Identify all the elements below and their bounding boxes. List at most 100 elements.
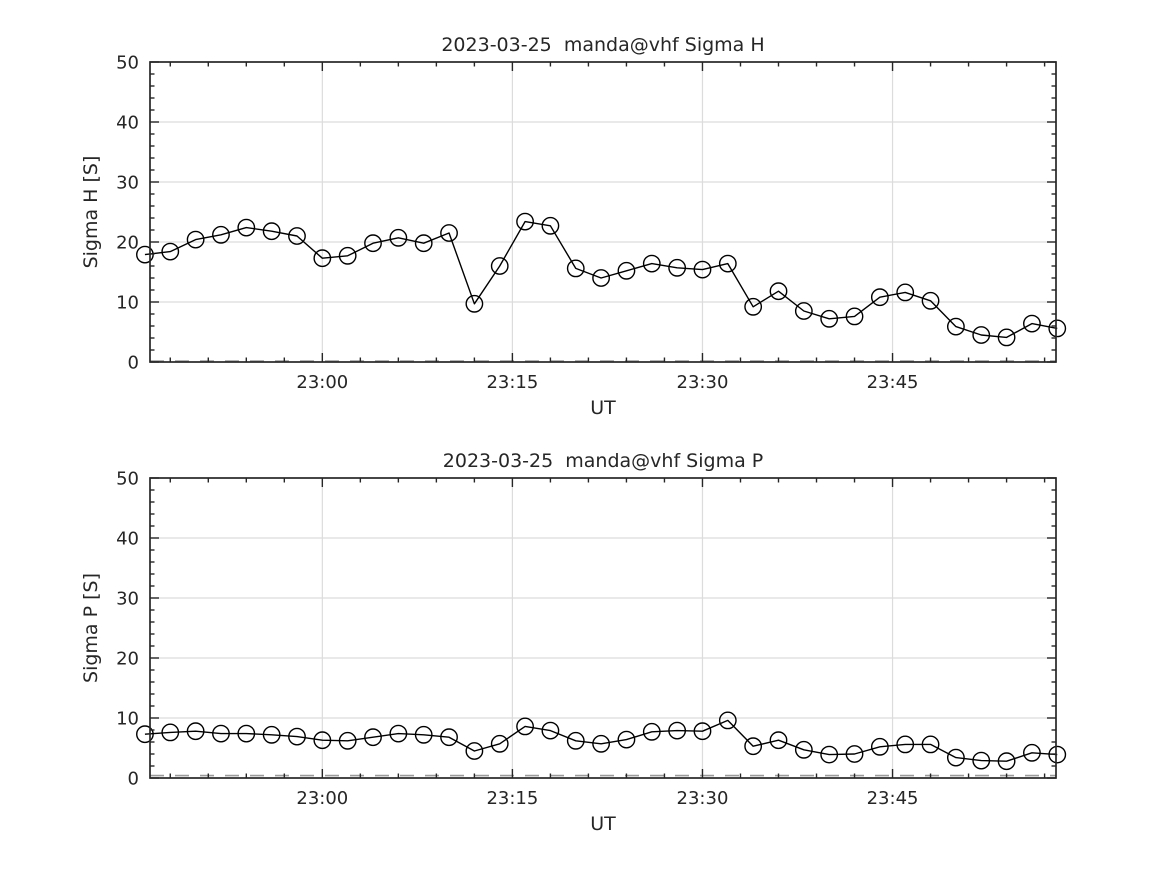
- data-point-marker: [465, 294, 484, 313]
- y-tick-label: 20: [116, 649, 139, 670]
- sigma-h-xlabel: UT: [590, 397, 616, 419]
- data-point-marker: [997, 328, 1016, 347]
- data-point-marker: [440, 224, 458, 242]
- sigma-h-plot-area: 23:00 23:15 23:30 23:45 0 10 20 30 40 50: [116, 53, 1067, 393]
- x-tick-label: 23:30: [677, 788, 729, 809]
- data-point-marker: [389, 228, 408, 247]
- data-point-marker: [946, 748, 965, 767]
- data-point-marker: [972, 326, 991, 344]
- data-point-marker: [338, 731, 357, 750]
- y-tick-label: 30: [116, 589, 139, 610]
- data-point-marker: [288, 727, 306, 746]
- sigma-p-ylabel: Sigma P [S]: [80, 573, 102, 683]
- y-tick-label: 40: [116, 113, 139, 134]
- data-point-marker: [262, 725, 281, 744]
- data-point-marker: [414, 725, 433, 744]
- data-point-marker: [921, 735, 940, 754]
- data-point-marker: [288, 227, 306, 245]
- data-point-marker: [516, 717, 534, 736]
- data-point-marker: [668, 258, 687, 277]
- data-point-marker: [237, 724, 256, 743]
- sigma-p-title: 2023-03-25 manda@vhf Sigma P: [443, 450, 763, 472]
- data-point-marker: [617, 730, 636, 749]
- data-point-marker: [541, 721, 560, 740]
- data-point-marker: [794, 302, 813, 320]
- data-point-marker: [642, 722, 661, 741]
- data-point-marker: [414, 234, 433, 253]
- data-point-marker: [592, 734, 610, 753]
- data-point-marker: [1048, 745, 1067, 764]
- data-point-marker: [1023, 743, 1041, 762]
- x-tick-label: 23:45: [867, 788, 919, 809]
- sigma-h-ylabel: Sigma H [S]: [80, 156, 102, 269]
- data-point-marker: [364, 234, 382, 253]
- data-point-marker: [820, 309, 839, 328]
- data-point-marker: [490, 734, 509, 753]
- data-point-marker: [769, 282, 788, 301]
- data-point-marker: [1023, 314, 1041, 333]
- sigma-h-title: 2023-03-25 manda@vhf Sigma H: [441, 34, 764, 56]
- x-tick-label: 23:45: [867, 372, 919, 393]
- data-point-marker: [896, 283, 915, 302]
- data-point-marker: [516, 212, 534, 231]
- data-point-marker: [212, 724, 230, 743]
- data-point-marker: [997, 752, 1016, 771]
- data-point-marker: [313, 731, 332, 750]
- y-tick-label: 50: [116, 469, 139, 490]
- data-point-marker: [1048, 319, 1067, 338]
- data-point-marker: [440, 728, 458, 747]
- data-point-marker: [845, 745, 864, 763]
- y-tick-label: 10: [116, 709, 139, 730]
- data-point-marker: [845, 307, 864, 326]
- axes-box: [149, 61, 1057, 363]
- axes-box: [149, 477, 1057, 779]
- sigma-p-plot-area: 23:00 23:15 23:30 23:45 0 10 20 30 40 50: [116, 469, 1067, 809]
- data-point-marker: [389, 724, 408, 743]
- data-point-marker: [136, 725, 154, 744]
- data-point-marker: [896, 735, 915, 754]
- data-point-marker: [592, 269, 610, 287]
- data-point-marker: [718, 711, 737, 730]
- x-tick-label: 23:00: [296, 788, 348, 809]
- data-point-marker: [744, 737, 763, 756]
- y-tick-label: 30: [116, 173, 139, 194]
- data-line: [144, 220, 1058, 339]
- data-point-marker: [490, 257, 509, 275]
- y-tick-label: 0: [128, 769, 139, 790]
- data-point-marker: [161, 723, 180, 742]
- data-point-marker: [972, 751, 991, 770]
- data-point-marker: [744, 297, 763, 316]
- data-point-marker: [186, 230, 205, 249]
- data-point-marker: [921, 291, 940, 310]
- data-point-marker: [338, 246, 357, 265]
- data-point-marker: [237, 218, 256, 237]
- y-tick-label: 40: [116, 529, 139, 550]
- data-line: [144, 719, 1058, 762]
- y-tick-label: 50: [116, 53, 139, 74]
- x-tick-label: 23:15: [486, 788, 538, 809]
- y-tick-label: 0: [128, 353, 139, 374]
- data-point-marker: [870, 737, 889, 756]
- data-point-marker: [161, 242, 180, 261]
- x-tick-label: 23:15: [486, 372, 538, 393]
- x-tick-label: 23:00: [296, 372, 348, 393]
- data-point-marker: [541, 216, 560, 235]
- data-point-marker: [566, 731, 585, 750]
- data-point-marker: [617, 261, 636, 280]
- data-point-marker: [718, 254, 737, 273]
- data-point-marker: [262, 222, 281, 241]
- sigma-p-xlabel: UT: [590, 813, 616, 835]
- data-point-marker: [693, 260, 712, 279]
- data-point-marker: [186, 722, 205, 741]
- data-point-marker: [668, 721, 687, 740]
- data-point-marker: [212, 225, 230, 244]
- data-point-marker: [465, 742, 484, 760]
- y-tick-label: 10: [116, 293, 139, 314]
- data-point-marker: [566, 259, 585, 278]
- data-point-marker: [794, 740, 813, 759]
- data-point-marker: [820, 745, 839, 764]
- data-point-marker: [769, 731, 788, 750]
- data-point-marker: [946, 317, 965, 336]
